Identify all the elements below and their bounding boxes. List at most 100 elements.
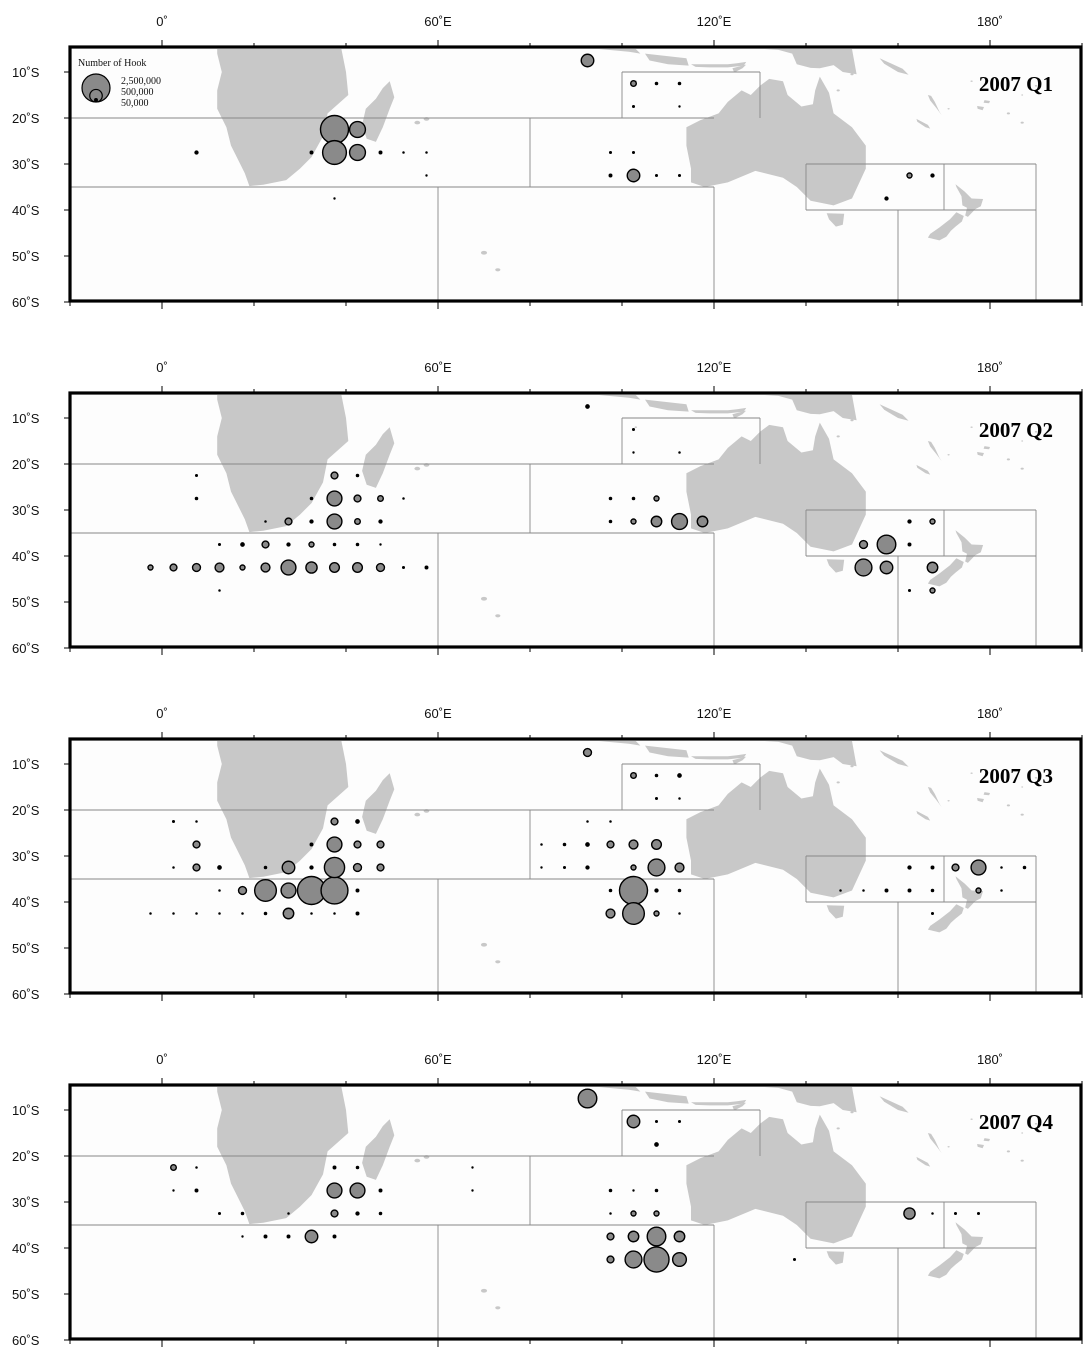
effort-bubble: [149, 912, 152, 915]
left-tick-label: 60˚S: [12, 1333, 40, 1348]
left-tick-label: 60˚S: [12, 987, 40, 1002]
effort-bubble: [862, 889, 865, 892]
effort-bubble: [241, 912, 244, 915]
effort-bubble: [218, 912, 221, 915]
left-tick-label: 50˚S: [12, 941, 40, 956]
effort-bubble: [263, 1234, 268, 1239]
map-panel-q1: 0˚ 60˚E 120˚E 180˚ 10˚S 20˚S 30˚S 40˚S 50˚S 60˚S 2…: [12, 14, 1083, 310]
land-island: [1034, 777, 1038, 779]
effort-bubble: [606, 1232, 615, 1241]
effort-bubble: [975, 887, 982, 894]
land-nz-south: [927, 904, 964, 933]
effort-bubble: [606, 1255, 615, 1264]
land-tasmania: [826, 559, 845, 573]
effort-bubble: [280, 559, 297, 576]
effort-bubble: [355, 888, 360, 893]
map-panel-q3: 0˚ 60˚E 120˚E 180˚ 10˚S 20˚S 30˚S 40˚S 50˚S 60˚S 2…: [12, 706, 1083, 1002]
effort-bubble: [332, 1165, 337, 1170]
effort-bubble: [628, 839, 639, 850]
effort-bubble: [577, 1088, 598, 1109]
effort-bubble: [586, 820, 589, 823]
panel-title: 2007 Q1: [979, 72, 1053, 96]
land-island: [850, 73, 854, 76]
effort-bubbles: [169, 1088, 981, 1273]
effort-bubble: [310, 912, 313, 915]
land-vanuatu: [927, 441, 942, 462]
land-island: [414, 120, 421, 125]
map-area: 10˚S 20˚S 30˚S 40˚S 50˚S 60˚S 2007 Q2: [12, 391, 1083, 656]
top-tick-label: 0˚: [156, 360, 168, 375]
land-island: [947, 800, 950, 802]
effort-bubble: [671, 1251, 688, 1268]
land-java: [645, 745, 689, 758]
effort-bubble: [951, 863, 960, 872]
effort-bubble: [631, 496, 636, 501]
effort-bubble: [309, 150, 314, 155]
top-tick-label: 180˚: [977, 14, 1003, 29]
effort-bubble: [194, 1188, 199, 1193]
effort-bubble: [332, 1234, 337, 1239]
land-island: [1034, 431, 1038, 433]
effort-bubble: [647, 858, 666, 877]
effort-bubble: [632, 451, 635, 454]
effort-bubble: [585, 865, 590, 870]
legend-label: 2,500,000: [121, 76, 161, 87]
effort-bubble: [240, 1211, 245, 1216]
left-tick-label: 60˚S: [12, 641, 40, 656]
top-tick-label: 180˚: [977, 360, 1003, 375]
top-tick-label: 0˚: [156, 14, 168, 29]
land-island: [1021, 786, 1024, 788]
effort-bubble: [355, 911, 360, 916]
effort-bubble: [401, 565, 406, 570]
land-island: [1006, 458, 1011, 461]
land-island: [480, 250, 488, 255]
land-java: [645, 399, 689, 412]
effort-bubble: [1000, 866, 1003, 869]
top-tick-label: 180˚: [977, 706, 1003, 721]
land-new-caledonia: [916, 464, 931, 475]
effort-bubble: [328, 561, 341, 574]
effort-bubble: [326, 513, 343, 530]
effort-bubble: [696, 515, 709, 528]
effort-bubble: [654, 888, 659, 893]
left-tick-label: 20˚S: [12, 111, 40, 126]
effort-bubble: [192, 863, 201, 872]
legend-bubble: [94, 98, 98, 102]
land-new-caledonia: [916, 118, 931, 129]
left-tick-label: 30˚S: [12, 157, 40, 172]
effort-bubble: [654, 773, 659, 778]
land-lesser-sunda: [691, 1099, 747, 1106]
effort-bubble: [953, 1211, 958, 1216]
land-nz-south: [927, 558, 964, 587]
land-island: [480, 942, 488, 947]
effort-bubble: [237, 885, 248, 896]
effort-bubble: [194, 473, 199, 478]
effort-bubble: [884, 196, 889, 201]
effort-bubble: [1022, 865, 1027, 870]
landmasses: [217, 395, 1038, 618]
effort-bubble: [605, 908, 616, 919]
effort-bubble: [263, 865, 268, 870]
land-nz-south: [927, 212, 964, 241]
effort-bubble: [879, 560, 894, 575]
effort-bubble: [654, 796, 659, 801]
effort-bubble: [632, 1189, 635, 1192]
land-timor: [732, 64, 747, 73]
map-panel-q2: 0˚ 60˚E 120˚E 180˚ 10˚S 20˚S 30˚S 40˚S 50˚S 60˚S 2…: [12, 360, 1083, 656]
effort-bubble: [286, 542, 291, 547]
effort-bubble: [654, 173, 659, 178]
land-fiji: [977, 106, 984, 111]
effort-bubble: [355, 819, 360, 824]
effort-bubble: [621, 901, 646, 926]
land-island: [850, 419, 854, 422]
effort-bubble: [976, 1211, 981, 1216]
land-island: [836, 1127, 840, 1130]
top-axis: 0˚ 60˚E 120˚E 180˚: [156, 1052, 1083, 1085]
land-nz-north: [955, 184, 984, 217]
land-island: [1020, 813, 1024, 816]
effort-bubble: [624, 1250, 643, 1269]
effort-bubble: [876, 534, 897, 555]
land-nz-north: [955, 876, 984, 909]
strata-grid: [70, 763, 1037, 993]
effort-bubble: [562, 842, 567, 847]
